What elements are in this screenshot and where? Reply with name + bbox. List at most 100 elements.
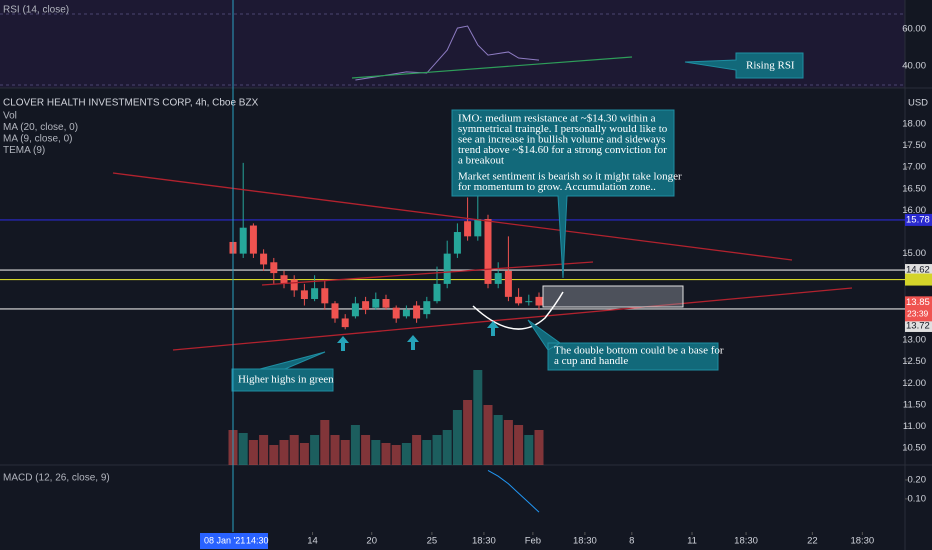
trend-line [112, 172, 793, 261]
candle-body [402, 309, 410, 317]
macd-line [487, 470, 540, 513]
callout [684, 52, 804, 79]
arrow [407, 335, 419, 350]
x-tick-label: 18:30 [734, 536, 758, 547]
annotation: Higher highs in green [238, 374, 334, 386]
candle-body [321, 288, 329, 304]
candle-body [515, 296, 523, 304]
candle-body [239, 227, 247, 254]
chart-title: CLOVER HEALTH INVESTMENTS CORP, 4h, Cboe… [3, 98, 259, 109]
volume-bar [330, 435, 340, 465]
x-tick-label: 18:30 [472, 536, 496, 547]
x-tick-label: 18:30 [573, 536, 597, 547]
x-tick-label: 22 [807, 536, 818, 547]
volume-bar [483, 405, 493, 465]
y-tick-label: 11.50 [903, 399, 926, 410]
candle-body [362, 301, 370, 310]
candle-body [311, 288, 319, 300]
volume-bar [269, 445, 279, 465]
crosshair-label [200, 533, 268, 549]
x-tick-label: Feb [525, 536, 541, 547]
candle-body [382, 299, 390, 308]
volume-bar [473, 370, 483, 465]
candle-body [290, 279, 298, 291]
crosshair-date: 08 Jan '21 [204, 535, 245, 545]
annotation: Rising RSI [746, 60, 795, 72]
level-label: 14.62 [906, 265, 930, 276]
annotation: a cup and handle [554, 355, 628, 367]
y-tick-label: 17.00 [902, 162, 926, 173]
volume-bar [493, 415, 503, 465]
candle-body [464, 221, 472, 237]
y-tick-label: 12.00 [902, 378, 926, 389]
price-tag [905, 296, 932, 322]
candle-body [351, 303, 359, 317]
volume-bar [299, 443, 309, 465]
volume-bar [248, 440, 258, 465]
volume-bar [371, 440, 381, 465]
y-tick-label: 0.10 [908, 493, 927, 504]
level-tag [905, 273, 932, 286]
last-price: 13.85 [906, 297, 930, 308]
accumulation-zone [542, 285, 684, 308]
callout [451, 109, 675, 279]
y-tick-label: 60.00 [902, 24, 926, 35]
y-tick-label: 16.00 [902, 205, 926, 216]
volume-bar [340, 440, 350, 465]
y-tick-label: 13.00 [902, 335, 926, 346]
arrow [337, 336, 349, 351]
candle-body [433, 283, 441, 302]
y-tick-label: 17.50 [902, 140, 926, 151]
y-tick-label: 40.00 [902, 61, 926, 72]
annotation: symmetrical traingle. I personally would… [458, 123, 668, 135]
x-tick-label: 18:30 [850, 536, 874, 547]
countdown: 23:39 [907, 309, 929, 319]
candle-body [474, 219, 482, 237]
level-label: 15.78 [906, 214, 930, 225]
candle-body [484, 219, 492, 284]
volume-bar [442, 430, 452, 465]
volume-bar [361, 435, 371, 465]
cup-arc [472, 291, 564, 330]
candle-body [494, 273, 502, 284]
volume-bar [534, 430, 544, 465]
x-tick-label: 25 [427, 536, 438, 547]
candle-body [331, 303, 339, 319]
candle-body [453, 232, 461, 254]
volume-bar [401, 443, 411, 465]
candle-body [413, 305, 421, 319]
level-tag [905, 213, 932, 226]
y-tick-label: 16.50 [902, 183, 926, 194]
annotation: IMO: medium resistance at ~$14.30 within… [458, 113, 656, 125]
trend-line [261, 261, 594, 286]
callout [231, 351, 334, 392]
candle-body [525, 301, 533, 303]
x-tick-label: 8 [629, 536, 634, 547]
y-tick-label: 10.50 [902, 443, 926, 454]
y-tick-label: 18.00 [902, 118, 926, 129]
arrows [337, 321, 499, 351]
candle-body [280, 275, 288, 284]
volume-bar [320, 420, 330, 465]
volume-bar [432, 435, 442, 465]
volume-bar [463, 400, 473, 465]
volume-bar [503, 420, 513, 465]
indicator-label: TEMA (9) [3, 145, 45, 156]
level-tag [905, 319, 932, 332]
volume-bar [514, 425, 524, 465]
indicator-label: MA (9, close, 0) [3, 134, 72, 145]
volume-bar [452, 410, 462, 465]
candle-body [341, 318, 349, 328]
annotation: The double bottom could be a base for [554, 345, 724, 357]
rsi-trend-line [351, 56, 633, 79]
candle-body [443, 253, 451, 284]
volume-bar [412, 435, 422, 465]
annotation: trend above ~$14.60 for a strong convict… [458, 144, 667, 156]
candle-body [300, 290, 308, 300]
y-tick-label: 12.50 [902, 356, 926, 367]
candle-body [504, 270, 512, 297]
annotation: for momentum to grow. Accumulation zone.… [458, 181, 656, 193]
volume-bar [391, 445, 401, 465]
candle-body [270, 262, 278, 274]
